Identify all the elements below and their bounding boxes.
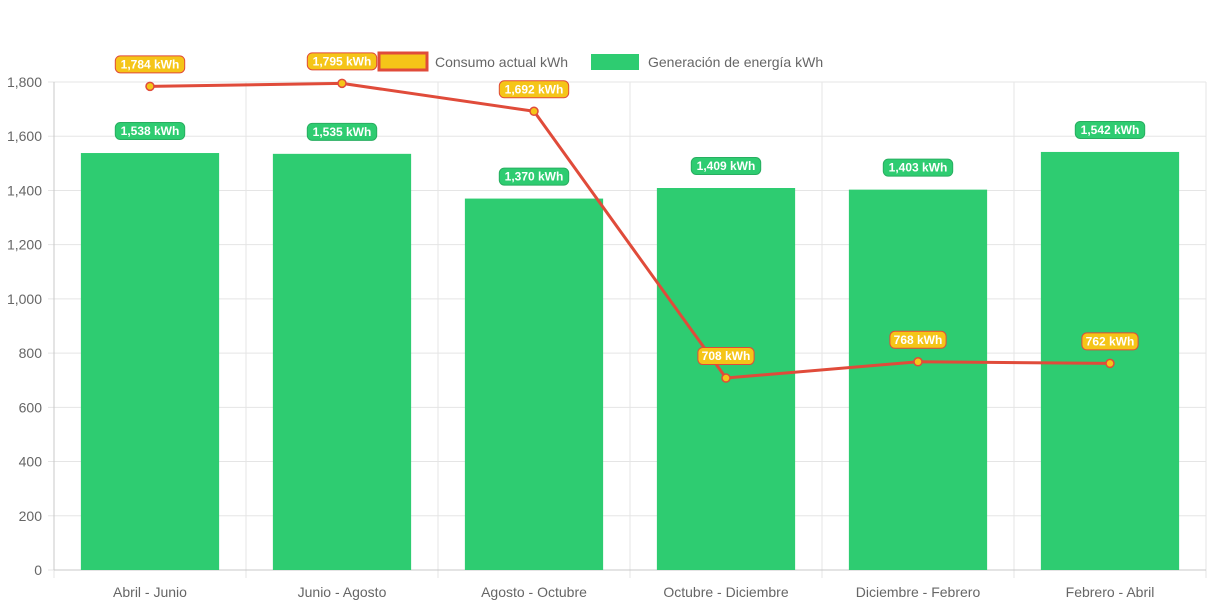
x-tick-label: Diciembre - Febrero: [856, 584, 981, 600]
data-label-generacion-text: 1,538 kWh: [121, 124, 180, 138]
y-tick-label: 1,200: [7, 237, 42, 253]
data-label-consumo-text: 1,692 kWh: [505, 82, 564, 96]
data-label-consumo: 1,795 kWh: [306, 52, 378, 71]
data-label-consumo-text: 708 kWh: [702, 349, 751, 363]
y-tick-label: 800: [19, 345, 43, 361]
y-tick-label: 200: [19, 508, 43, 524]
y-tick-label: 1,400: [7, 182, 42, 198]
data-label-generacion-text: 1,403 kWh: [889, 161, 948, 175]
bars-layer: [80, 151, 1180, 571]
y-tick-label: 600: [19, 399, 43, 415]
data-label-generacion-text: 1,535 kWh: [313, 125, 372, 139]
data-label-generacion: 1,535 kWh: [306, 122, 378, 141]
legend: Consumo actual kWh Generación de energía…: [377, 51, 823, 72]
legend-swatch-generacion: [591, 54, 639, 70]
bar-generacion[interactable]: [272, 153, 412, 570]
legend-item-consumo[interactable]: Consumo actual kWh: [377, 51, 568, 72]
data-label-consumo-text: 768 kWh: [894, 333, 943, 347]
data-label-consumo: 1,692 kWh: [498, 80, 570, 99]
data-label-generacion-bg: [306, 122, 378, 141]
x-tick-label: Junio - Agosto: [298, 584, 387, 600]
x-axis: Abril - Junio Junio - Agosto Agosto - Octu…: [54, 569, 1206, 600]
legend-label-generacion: Generación de energía kWh: [648, 54, 823, 70]
data-label-consumo-bg: [114, 55, 186, 74]
point-consumo[interactable]: [913, 357, 923, 367]
data-label-generacion-bg: [114, 122, 186, 141]
data-label-consumo: 768 kWh: [889, 330, 947, 349]
point-consumo[interactable]: [337, 78, 347, 89]
point-consumo[interactable]: [1105, 358, 1115, 369]
data-label-generacion: 1,409 kWh: [690, 157, 762, 176]
x-tick-label: Octubre - Diciembre: [663, 584, 788, 600]
data-label-consumo-bg: [889, 330, 947, 349]
data-label-generacion-text: 1,409 kWh: [697, 159, 756, 173]
data-label-consumo: 762 kWh: [1081, 332, 1139, 351]
data-label-generacion-text: 1,370 kWh: [505, 170, 564, 184]
y-tick-label: 400: [19, 454, 43, 470]
y-axis: 0 200 400 600 800 1,000 1,200 1,400 1,600 1,800: [7, 74, 55, 578]
data-label-generacion: 1,542 kWh: [1074, 120, 1146, 139]
y-tick-label: 1,600: [7, 128, 42, 144]
x-tick-label: Abril - Junio: [113, 584, 187, 600]
data-label-consumo-text: 1,795 kWh: [313, 54, 372, 68]
data-label-generacion-bg: [882, 158, 954, 177]
data-labels-layer: 1,538 kWh 1,535 kWh 1,370 kWh 1,409 kWh 1,40…: [114, 52, 1146, 366]
data-label-generacion-bg: [690, 157, 762, 176]
bar-generacion[interactable]: [848, 189, 988, 570]
data-label-consumo-bg: [1081, 332, 1139, 351]
data-label-consumo: 1,784 kWh: [114, 55, 186, 74]
legend-label-consumo: Consumo actual kWh: [435, 54, 568, 70]
bar-generacion[interactable]: [464, 198, 604, 571]
line-consumo: [149, 81, 1111, 380]
bar-generacion[interactable]: [80, 153, 220, 570]
data-label-consumo: 708 kWh: [697, 347, 755, 366]
grid-layer: [48, 81, 1207, 578]
y-tick-label: 0: [34, 562, 42, 578]
legend-item-generacion[interactable]: Generación de energía kWh: [591, 54, 823, 70]
data-label-consumo-bg: [697, 347, 755, 366]
data-label-generacion-text: 1,542 kWh: [1081, 123, 1140, 137]
data-label-generacion: 1,403 kWh: [882, 158, 954, 177]
y-tick-label: 1,800: [7, 74, 42, 90]
point-consumo[interactable]: [529, 106, 539, 117]
data-label-generacion-bg: [498, 167, 570, 186]
point-consumo[interactable]: [145, 81, 155, 92]
x-tick-label: Agosto - Octubre: [481, 584, 587, 600]
legend-swatch-consumo: [377, 51, 429, 72]
y-tick-label: 1,000: [7, 291, 42, 307]
data-label-consumo-bg: [306, 52, 378, 71]
point-consumo[interactable]: [721, 373, 731, 383]
data-label-generacion: 1,370 kWh: [498, 167, 570, 186]
data-label-generacion-bg: [1074, 120, 1146, 139]
data-label-consumo-text: 762 kWh: [1086, 334, 1135, 348]
x-tick-label: Febrero - Abril: [1066, 584, 1155, 600]
data-label-consumo-bg: [498, 80, 570, 99]
data-label-consumo-text: 1,784 kWh: [121, 57, 180, 71]
data-label-generacion: 1,538 kWh: [114, 122, 186, 141]
line-layer: [145, 78, 1115, 383]
